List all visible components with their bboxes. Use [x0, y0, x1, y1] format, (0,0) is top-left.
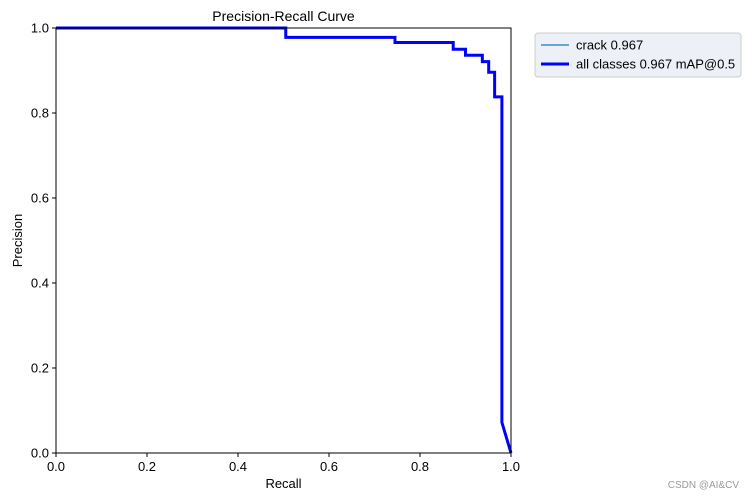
series-line-crack: [56, 27, 512, 454]
plot-area: 0.0 0.2 0.4 0.6 0.8 1.0 0.0 0.2 0.4 0.6 0.8 1.0: [31, 21, 520, 475]
y-axis-title: Precision: [10, 214, 25, 267]
y-tick-label: 0.0: [31, 446, 49, 461]
legend-box: [534, 32, 742, 78]
y-tick-label: 0.2: [31, 361, 49, 376]
x-tick-label: 0.0: [47, 459, 65, 474]
y-tick-label: 0.4: [31, 276, 49, 291]
legend: crack 0.967 all classes 0.967 mAP@0.5: [534, 32, 742, 78]
y-tick-label: 1.0: [31, 21, 49, 36]
series-line-all-classes: [56, 26, 513, 454]
axes-frame: [55, 27, 512, 454]
chart-title: Precision-Recall Curve: [212, 8, 355, 24]
x-tick-label: 0.4: [229, 459, 247, 474]
y-tick-label: 0.6: [31, 191, 49, 206]
legend-label-crack: crack 0.967: [576, 38, 643, 53]
x-tick-label: 0.2: [138, 459, 156, 474]
x-tick-label: 0.6: [320, 459, 338, 474]
legend-label-all-classes: all classes 0.967 mAP@0.5: [576, 57, 735, 72]
x-tick-label: 0.8: [411, 459, 429, 474]
watermark: CSDN @AI&CV: [667, 480, 739, 491]
x-axis-title: Recall: [265, 476, 301, 491]
y-tick-label: 0.8: [31, 106, 49, 121]
x-tick-label: 1.0: [502, 459, 520, 474]
